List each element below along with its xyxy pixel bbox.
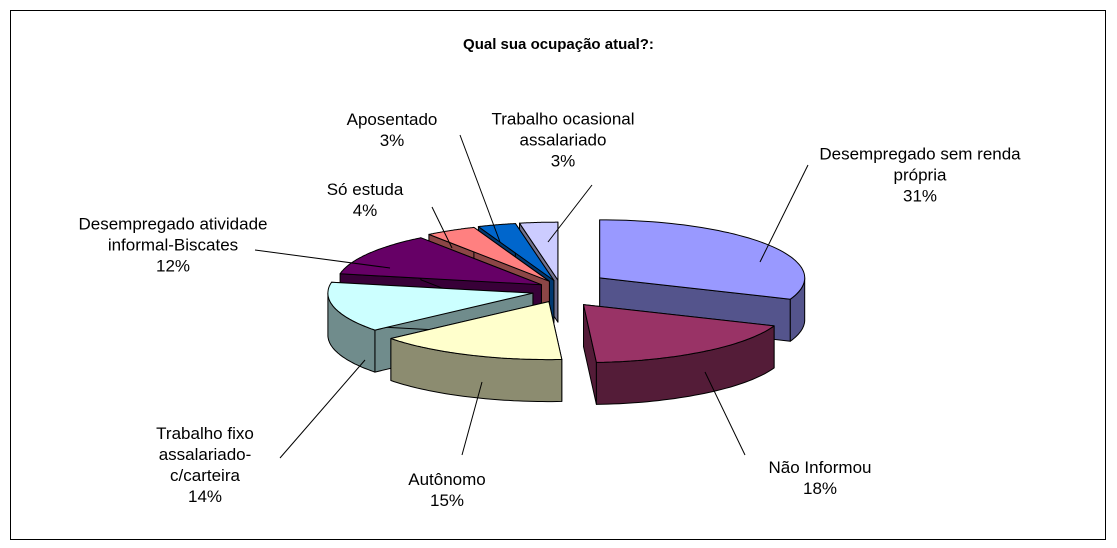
category-label: Desempregado atividade informal-Biscates	[78, 214, 268, 255]
slice-label: Autônomo 15%	[382, 469, 512, 511]
value-label: 12%	[155, 256, 191, 276]
slice-label: Trabalho fixo assalariado-c/carteira 14%	[130, 423, 280, 507]
slice-label: Desempregado atividade informal-Biscates…	[78, 214, 268, 277]
leader-line	[461, 381, 483, 456]
category-label: Autônomo	[408, 470, 486, 489]
slice-top	[477, 223, 555, 281]
chart-title: Qual sua ocupação atual?:	[463, 36, 654, 53]
slice-top	[583, 304, 775, 363]
category-label: Desempregado sem renda própria	[819, 144, 1021, 185]
slice-top	[327, 281, 534, 331]
slice-top	[390, 301, 563, 361]
slice-label: Só estuda 4%	[305, 179, 425, 221]
slice-label: Aposentado 3%	[332, 109, 452, 151]
value-label: 3%	[550, 151, 576, 171]
leader-line	[459, 134, 501, 243]
value-label: 3%	[379, 131, 405, 150]
slice-top	[599, 219, 806, 300]
category-label: Só estuda	[326, 180, 404, 199]
value-label: 15%	[429, 491, 465, 510]
leader-line	[547, 184, 593, 243]
leader-line	[279, 359, 366, 459]
value-label: 18%	[802, 479, 838, 498]
value-label: 14%	[187, 487, 223, 506]
leader-line	[254, 249, 391, 269]
leader-line	[704, 371, 746, 456]
leader-line	[759, 164, 809, 263]
category-label: Aposentado	[346, 110, 438, 129]
slice-label: Trabalho ocasional assalariado 3%	[463, 109, 663, 172]
category-label: Trabalho ocasional assalariado	[491, 109, 635, 150]
slice-top	[428, 226, 550, 282]
category-label: Não Informou	[768, 458, 872, 477]
slice-top	[519, 221, 559, 281]
slice-top	[339, 237, 542, 286]
slice-label: Desempregado sem renda própria 31%	[815, 144, 1025, 207]
value-label: 31%	[902, 186, 938, 206]
slice-label: Não Informou 18%	[750, 457, 890, 499]
leader-line	[431, 206, 453, 249]
value-label: 4%	[352, 201, 378, 220]
category-label: Trabalho fixo assalariado-c/carteira	[156, 424, 254, 485]
